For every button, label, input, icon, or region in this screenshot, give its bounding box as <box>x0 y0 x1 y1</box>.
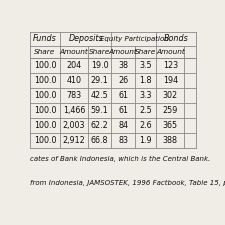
Text: 2,003: 2,003 <box>63 121 85 130</box>
Text: 2,912: 2,912 <box>63 136 85 145</box>
Text: 62.2: 62.2 <box>91 121 108 130</box>
Text: cates of Bank Indonesia, which is the Central Bank.: cates of Bank Indonesia, which is the Ce… <box>30 156 210 162</box>
Text: Share: Share <box>135 49 156 55</box>
Text: 1.9: 1.9 <box>140 136 152 145</box>
Text: Funds: Funds <box>33 34 57 43</box>
Text: 2.5: 2.5 <box>139 106 152 115</box>
Text: 61: 61 <box>118 91 128 100</box>
Text: Amount: Amount <box>60 49 88 55</box>
Text: 302: 302 <box>163 91 178 100</box>
Text: 38: 38 <box>118 61 128 70</box>
Text: 100.0: 100.0 <box>34 106 56 115</box>
Text: 100.0: 100.0 <box>34 61 56 70</box>
Text: Amount: Amount <box>109 49 137 55</box>
Text: 1,466: 1,466 <box>63 106 85 115</box>
Text: 29.1: 29.1 <box>91 76 108 85</box>
Text: 3.5: 3.5 <box>140 61 152 70</box>
Text: 83: 83 <box>118 136 128 145</box>
Text: 259: 259 <box>163 106 178 115</box>
Text: 783: 783 <box>66 91 82 100</box>
Text: 100.0: 100.0 <box>34 121 56 130</box>
Text: 66.8: 66.8 <box>91 136 108 145</box>
Text: Bonds: Bonds <box>164 34 189 43</box>
Text: 194: 194 <box>163 76 178 85</box>
Text: Amount: Amount <box>156 49 185 55</box>
Text: 1.8: 1.8 <box>140 76 152 85</box>
Text: 204: 204 <box>66 61 82 70</box>
Text: 123: 123 <box>163 61 178 70</box>
Text: 26: 26 <box>118 76 128 85</box>
Text: Share: Share <box>89 49 110 55</box>
Text: 100.0: 100.0 <box>34 136 56 145</box>
Text: 100.0: 100.0 <box>34 76 56 85</box>
Text: from Indonesia, JAMSOSTEK, 1996 Factbook, Table 15, p. 35.: from Indonesia, JAMSOSTEK, 1996 Factbook… <box>30 180 225 186</box>
Text: Share: Share <box>34 49 56 55</box>
Text: 388: 388 <box>163 136 178 145</box>
Text: 365: 365 <box>163 121 178 130</box>
Text: 61: 61 <box>118 106 128 115</box>
Text: Equity Participation: Equity Participation <box>99 36 168 42</box>
Text: 19.0: 19.0 <box>91 61 108 70</box>
Text: 2.6: 2.6 <box>140 121 152 130</box>
Text: 59.1: 59.1 <box>91 106 108 115</box>
Text: 42.5: 42.5 <box>91 91 108 100</box>
Text: 410: 410 <box>67 76 81 85</box>
Text: 3.3: 3.3 <box>140 91 152 100</box>
Text: 84: 84 <box>118 121 128 130</box>
Text: 100.0: 100.0 <box>34 91 56 100</box>
Text: Deposits: Deposits <box>68 34 103 43</box>
